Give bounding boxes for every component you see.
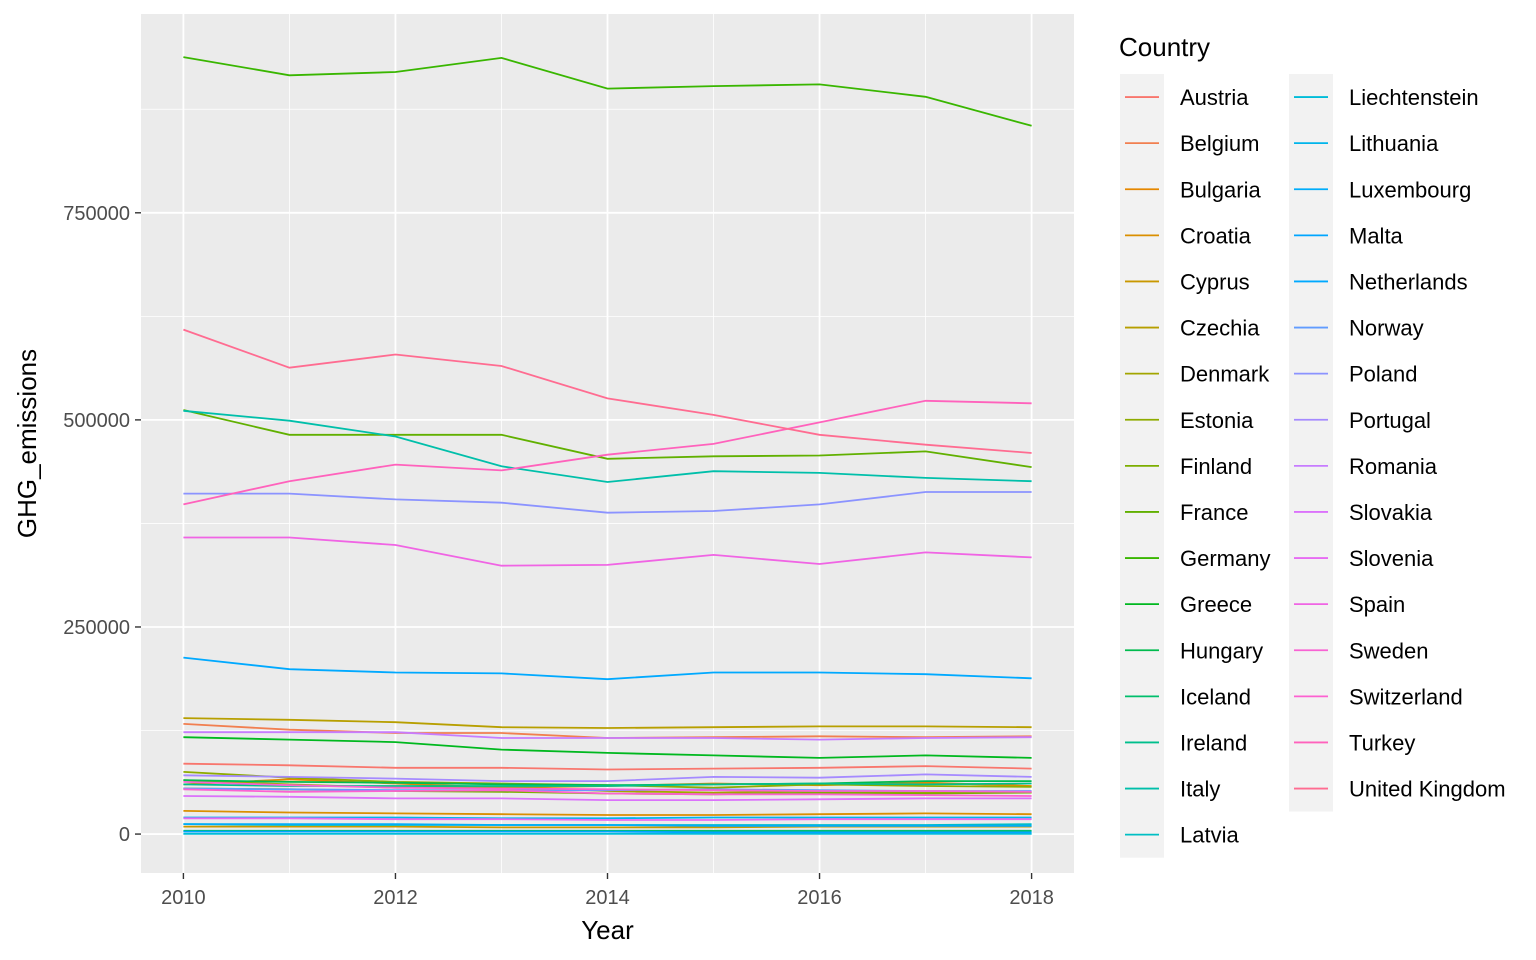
y-tick-label: 250000 [63,617,130,639]
series-line-turkey [183,399,1032,506]
y-tick-label: 0 [119,824,130,846]
series-line-poland [183,491,1032,514]
y-axis: 0 250000 500000 750000 [63,203,141,846]
legend-label-germany: Germany [1180,546,1270,571]
legend-label-croatia: Croatia [1180,223,1252,248]
legend-label-slovakia: Slovakia [1349,500,1433,525]
y-axis-title: GHG_emissions [12,349,42,538]
series-line-spain [183,536,1032,567]
series-line-slovakia [183,795,1032,801]
x-axis: 2010 2012 2014 2016 2018 [161,873,1054,909]
legend-label-malta: Malta [1349,223,1404,248]
legend-title: Country [1119,32,1210,62]
legend-label-luxembourg: Luxembourg [1349,177,1471,202]
x-tick-label: 2014 [585,887,630,909]
legend-label-slovenia: Slovenia [1349,546,1434,571]
legend-label-france: France [1180,500,1248,525]
series-line-greece [183,736,1032,759]
legend-label-ireland: Ireland [1180,730,1247,755]
series-lines [183,56,1032,835]
legend-label-romania: Romania [1349,454,1438,479]
legend-label-latvia: Latvia [1180,823,1239,848]
series-line-united-kingdom [183,328,1032,454]
legend-label-switzerland: Switzerland [1349,684,1463,709]
legend-label-finland: Finland [1180,454,1252,479]
legend-label-sweden: Sweden [1349,638,1429,663]
legend-label-spain: Spain [1349,592,1405,617]
legend-label-bulgaria: Bulgaria [1180,177,1261,202]
legend-label-netherlands: Netherlands [1349,269,1468,294]
series-line-germany [183,56,1032,127]
legend-label-liechtenstein: Liechtenstein [1349,85,1479,110]
series-line-switzerland [183,788,1032,797]
legend-label-lithuania: Lithuania [1349,131,1439,156]
legend-label-poland: Poland [1349,362,1418,387]
series-line-sweden [183,781,1032,793]
series-line-netherlands [183,656,1032,681]
series-line-italy [183,409,1032,483]
legend-label-iceland: Iceland [1180,684,1251,709]
series-line-slovenia [183,817,1032,821]
series-line-czechia [183,717,1032,729]
series-line-romania [183,731,1032,741]
legend-label-portugal: Portugal [1349,408,1431,433]
legend-label-czechia: Czechia [1180,316,1260,341]
legend-label-norway: Norway [1349,316,1424,341]
legend-label-estonia: Estonia [1180,408,1254,433]
x-tick-label: 2010 [161,887,206,909]
series-line-malta [183,830,1032,834]
legend-label-denmark: Denmark [1180,362,1270,387]
legend-label-belgium: Belgium [1180,131,1259,156]
legend-label-greece: Greece [1180,592,1252,617]
x-tick-label: 2012 [373,887,418,909]
series-line-lithuania [183,816,1032,820]
legend-label-cyprus: Cyprus [1180,269,1250,294]
legend-label-austria: Austria [1180,85,1249,110]
legend-label-united-kingdom: United Kingdom [1349,777,1506,802]
legend-label-italy: Italy [1180,777,1220,802]
legend-label-turkey: Turkey [1349,730,1415,755]
series-line-croatia [183,810,1032,816]
legend: Country Austria Belgium Bulgaria Croatia Cyp… [1119,32,1506,858]
series-line-france [183,409,1032,468]
series-line-luxembourg [183,823,1032,827]
y-tick-label: 750000 [63,203,130,225]
x-axis-title: Year [581,915,634,945]
series-line-cyprus [183,825,1032,829]
legend-label-hungary: Hungary [1180,638,1263,663]
x-tick-label: 2018 [1009,887,1054,909]
legend-key-background [1289,74,1333,812]
series-line-portugal [183,773,1032,782]
x-tick-label: 2016 [797,887,842,909]
series-line-austria [183,762,1032,771]
y-tick-label: 500000 [63,410,130,432]
